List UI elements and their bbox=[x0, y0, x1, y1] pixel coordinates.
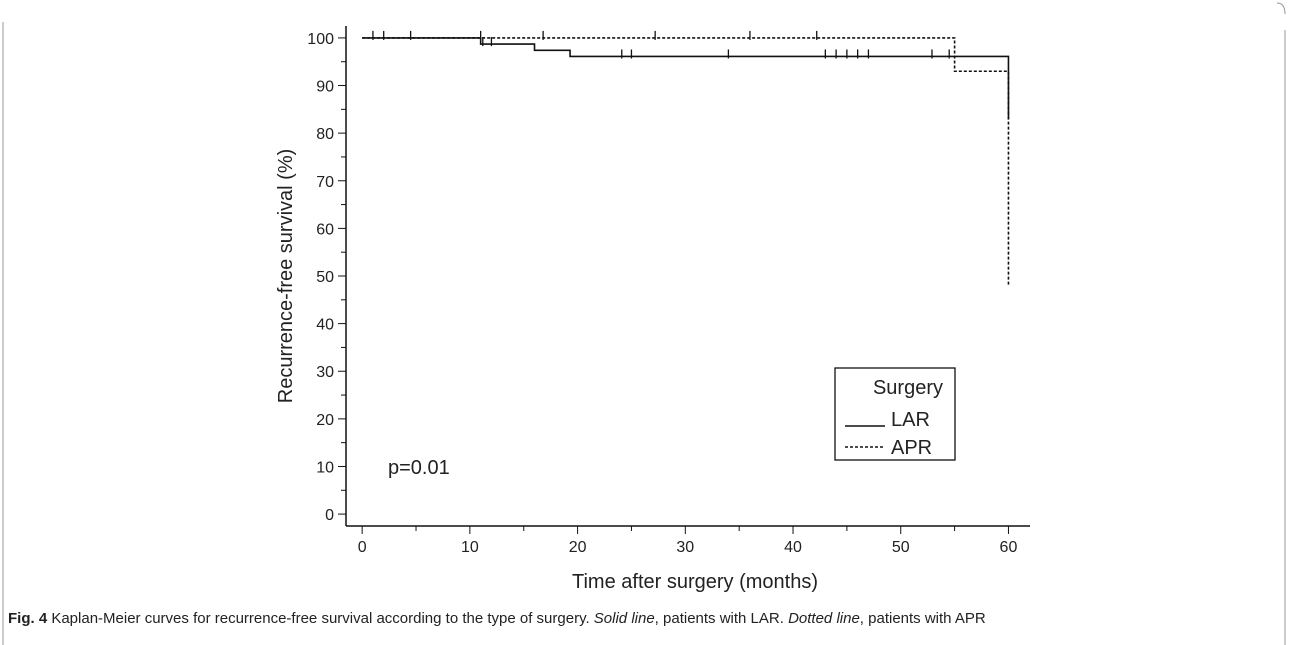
x-tick-label: 0 bbox=[358, 539, 367, 556]
y-tick-label: 30 bbox=[316, 364, 334, 381]
x-tick-label: 10 bbox=[461, 539, 479, 556]
legend-label: LAR bbox=[891, 409, 930, 431]
legend-label: APR bbox=[891, 437, 932, 459]
y-tick-label: 60 bbox=[316, 221, 334, 238]
y-tick-label: 20 bbox=[316, 412, 334, 429]
x-tick-label: 30 bbox=[676, 539, 694, 556]
caption-text: , patients with LAR. bbox=[655, 610, 788, 627]
x-tick-label: 40 bbox=[784, 539, 802, 556]
y-tick-label: 70 bbox=[316, 174, 334, 191]
x-tick-label: 20 bbox=[569, 539, 587, 556]
x-axis-title: Time after surgery (months) bbox=[572, 571, 818, 593]
y-tick-label: 100 bbox=[307, 31, 334, 48]
survival-line bbox=[362, 37, 1010, 119]
annotation: p=0.01 bbox=[388, 457, 450, 479]
caption-italic: Solid line bbox=[594, 610, 655, 627]
y-tick-label: 10 bbox=[316, 459, 334, 476]
x-tick-label: 60 bbox=[1000, 539, 1018, 556]
legend-box bbox=[834, 367, 956, 461]
y-tick-label: 0 bbox=[325, 507, 334, 524]
caption-text: Kaplan-Meier curves for recurrence-free … bbox=[47, 610, 594, 627]
y-tick-label: 50 bbox=[316, 269, 334, 286]
y-tick-label: 80 bbox=[316, 126, 334, 143]
y-tick-label: 90 bbox=[316, 79, 334, 96]
caption-text: , patients with APR bbox=[860, 610, 986, 627]
y-tick-label: 40 bbox=[316, 317, 334, 334]
caption-italic: Dotted line bbox=[788, 610, 860, 627]
legend-title: Surgery bbox=[873, 377, 943, 399]
caption: Fig. 4 Kaplan-Meier curves for recurrenc… bbox=[8, 610, 986, 627]
x-tick-label: 50 bbox=[892, 539, 910, 556]
survival-line bbox=[362, 37, 1010, 286]
caption-label: Fig. 4 bbox=[8, 610, 48, 627]
y-axis-title: Recurrence-free survival (%) bbox=[275, 149, 297, 404]
